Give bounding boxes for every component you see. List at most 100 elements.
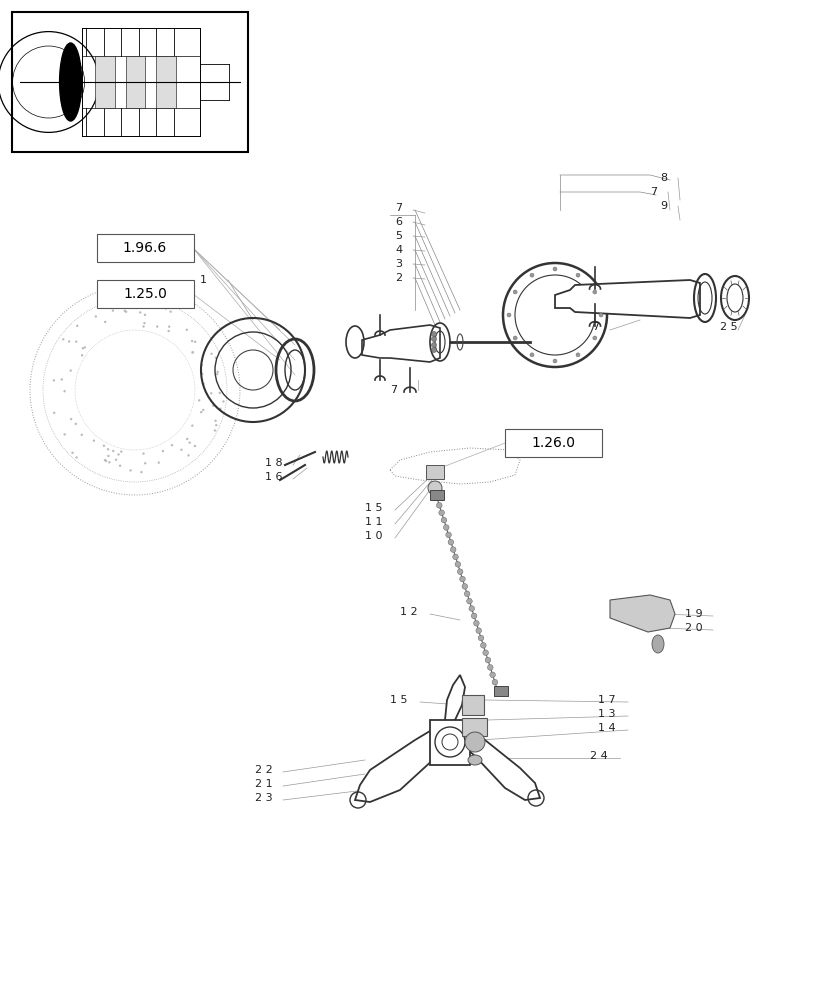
Circle shape bbox=[186, 438, 188, 440]
Bar bbox=[462, 695, 484, 715]
Text: 1 7: 1 7 bbox=[598, 695, 616, 705]
Text: 1 6: 1 6 bbox=[265, 472, 283, 482]
Circle shape bbox=[103, 445, 105, 447]
Circle shape bbox=[81, 434, 83, 436]
Circle shape bbox=[119, 465, 121, 467]
Circle shape bbox=[513, 290, 518, 294]
Polygon shape bbox=[362, 325, 440, 362]
Circle shape bbox=[157, 461, 160, 464]
Circle shape bbox=[61, 378, 63, 381]
Circle shape bbox=[448, 539, 453, 545]
Circle shape bbox=[95, 315, 97, 318]
Circle shape bbox=[156, 325, 158, 328]
Circle shape bbox=[212, 404, 215, 407]
Circle shape bbox=[165, 307, 167, 310]
Text: 8: 8 bbox=[660, 173, 667, 183]
Text: 2 1: 2 1 bbox=[255, 779, 273, 789]
Circle shape bbox=[483, 650, 488, 656]
Circle shape bbox=[104, 459, 106, 461]
Text: 1.26.0: 1.26.0 bbox=[531, 436, 575, 450]
Circle shape bbox=[553, 267, 557, 271]
Circle shape bbox=[202, 409, 205, 411]
Text: 1 2: 1 2 bbox=[400, 607, 418, 617]
Polygon shape bbox=[555, 280, 700, 318]
Circle shape bbox=[490, 672, 495, 678]
Text: 2 2: 2 2 bbox=[255, 765, 273, 775]
Text: 4: 4 bbox=[395, 245, 402, 255]
Circle shape bbox=[168, 325, 171, 328]
Circle shape bbox=[142, 452, 145, 455]
Circle shape bbox=[125, 311, 127, 313]
Circle shape bbox=[453, 554, 458, 560]
Circle shape bbox=[599, 313, 603, 317]
Circle shape bbox=[467, 598, 473, 604]
Circle shape bbox=[76, 325, 78, 327]
Circle shape bbox=[432, 348, 437, 353]
Circle shape bbox=[143, 322, 146, 324]
Circle shape bbox=[186, 329, 188, 331]
Circle shape bbox=[441, 517, 447, 523]
Circle shape bbox=[52, 379, 55, 382]
Circle shape bbox=[471, 613, 477, 619]
Text: 1 5: 1 5 bbox=[365, 503, 383, 513]
Circle shape bbox=[191, 351, 194, 353]
Circle shape bbox=[68, 340, 71, 343]
Circle shape bbox=[75, 423, 77, 425]
Circle shape bbox=[124, 310, 126, 312]
Circle shape bbox=[476, 628, 482, 633]
Text: 2 0: 2 0 bbox=[685, 623, 703, 633]
Circle shape bbox=[194, 445, 196, 447]
Circle shape bbox=[443, 525, 449, 530]
Circle shape bbox=[72, 452, 74, 454]
Ellipse shape bbox=[60, 43, 82, 121]
Circle shape bbox=[460, 576, 465, 582]
Bar bbox=[462, 718, 487, 736]
Circle shape bbox=[214, 429, 216, 432]
Bar bbox=[426, 465, 444, 479]
Ellipse shape bbox=[468, 755, 482, 765]
Circle shape bbox=[473, 620, 479, 626]
FancyBboxPatch shape bbox=[97, 280, 194, 308]
Circle shape bbox=[530, 273, 534, 277]
Circle shape bbox=[465, 732, 485, 752]
Bar bbox=[126, 56, 146, 108]
Circle shape bbox=[438, 510, 444, 516]
Circle shape bbox=[485, 657, 491, 663]
Circle shape bbox=[215, 424, 217, 426]
Circle shape bbox=[216, 371, 219, 373]
Polygon shape bbox=[610, 595, 675, 632]
Bar bbox=[430, 490, 444, 500]
Circle shape bbox=[593, 290, 597, 294]
Circle shape bbox=[428, 481, 442, 495]
Circle shape bbox=[105, 460, 107, 462]
Circle shape bbox=[450, 547, 456, 552]
Circle shape bbox=[432, 342, 437, 348]
Circle shape bbox=[437, 503, 442, 508]
Circle shape bbox=[215, 420, 217, 422]
Bar bbox=[95, 56, 115, 108]
Circle shape bbox=[53, 412, 56, 414]
Circle shape bbox=[191, 351, 194, 354]
Circle shape bbox=[75, 340, 77, 343]
Circle shape bbox=[201, 373, 203, 375]
FancyBboxPatch shape bbox=[505, 429, 602, 457]
Circle shape bbox=[187, 454, 190, 457]
Circle shape bbox=[210, 392, 212, 395]
Circle shape bbox=[530, 353, 534, 357]
Circle shape bbox=[576, 353, 580, 357]
Circle shape bbox=[434, 495, 440, 501]
Polygon shape bbox=[355, 720, 450, 802]
Circle shape bbox=[108, 461, 111, 463]
Text: 2 4: 2 4 bbox=[590, 751, 607, 761]
Circle shape bbox=[144, 314, 146, 316]
Circle shape bbox=[120, 450, 122, 453]
Circle shape bbox=[142, 325, 145, 328]
Circle shape bbox=[576, 273, 580, 277]
Circle shape bbox=[513, 336, 518, 340]
Circle shape bbox=[115, 459, 117, 461]
Circle shape bbox=[494, 687, 500, 692]
Circle shape bbox=[201, 364, 203, 366]
Circle shape bbox=[181, 449, 183, 451]
Circle shape bbox=[210, 353, 213, 355]
Text: 7: 7 bbox=[592, 322, 599, 332]
